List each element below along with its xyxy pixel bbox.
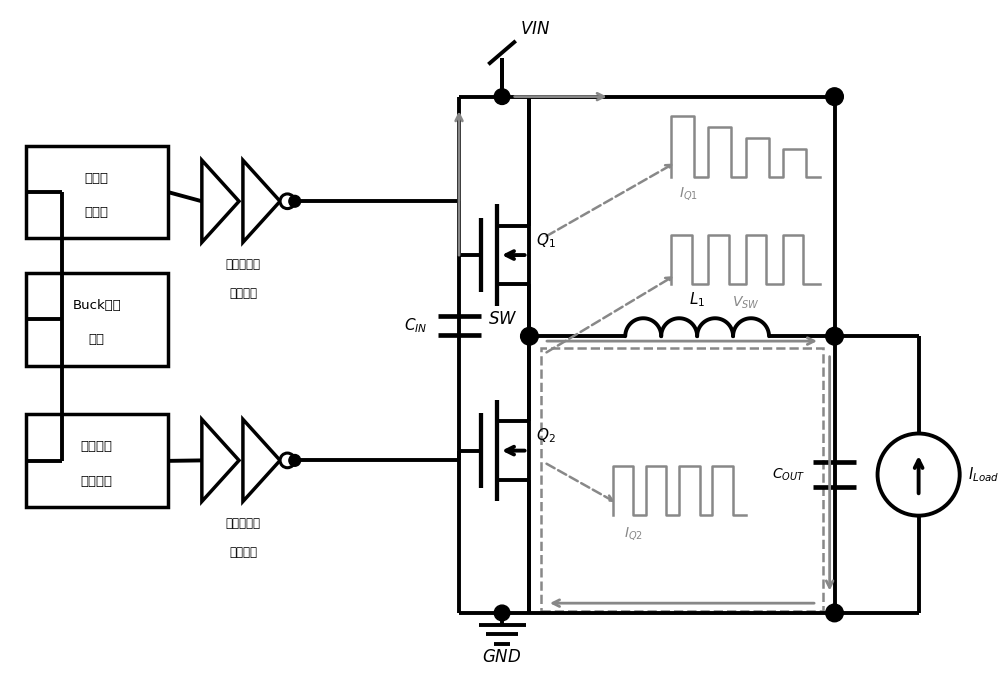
- Circle shape: [826, 328, 843, 345]
- Text: 低侧功率管: 低侧功率管: [225, 517, 260, 530]
- Circle shape: [494, 89, 510, 104]
- Text: $GND$: $GND$: [482, 648, 522, 666]
- Text: Buck控制: Buck控制: [72, 299, 121, 312]
- Text: $L_1$: $L_1$: [689, 290, 705, 309]
- Circle shape: [878, 433, 960, 515]
- Circle shape: [521, 328, 538, 345]
- Text: $I_{Q2}$: $I_{Q2}$: [624, 525, 643, 542]
- Text: $C_{OUT}$: $C_{OUT}$: [772, 466, 805, 483]
- Polygon shape: [243, 419, 280, 502]
- Text: 单元电路: 单元电路: [81, 475, 113, 488]
- Circle shape: [280, 453, 295, 468]
- Text: 延迟匹配: 延迟匹配: [81, 440, 113, 453]
- Circle shape: [826, 604, 843, 622]
- Text: $Q_2$: $Q_2$: [536, 426, 556, 445]
- Text: 驱动电路: 驱动电路: [229, 287, 257, 301]
- Text: 高侧功率管: 高侧功率管: [225, 258, 260, 271]
- Bar: [26, 415, 168, 507]
- Text: $VIN$: $VIN$: [520, 20, 550, 38]
- Circle shape: [494, 605, 510, 621]
- Text: $I_{Load}$: $I_{Load}$: [968, 465, 999, 484]
- Polygon shape: [243, 160, 280, 243]
- Bar: [26, 273, 168, 366]
- Circle shape: [280, 194, 295, 209]
- Text: 移电路: 移电路: [85, 206, 109, 219]
- Circle shape: [826, 88, 843, 106]
- Text: $I_{Q1}$: $I_{Q1}$: [679, 184, 698, 202]
- Text: 驱动电路: 驱动电路: [229, 547, 257, 560]
- Bar: [541, 348, 823, 611]
- Polygon shape: [202, 419, 239, 502]
- Bar: [26, 146, 168, 238]
- Text: $V_{SW}$: $V_{SW}$: [732, 294, 759, 310]
- Circle shape: [289, 196, 301, 207]
- Text: 电路: 电路: [89, 333, 105, 346]
- Text: $Q_1$: $Q_1$: [536, 231, 556, 249]
- Circle shape: [289, 455, 301, 466]
- Text: $C_{IN}$: $C_{IN}$: [404, 316, 428, 335]
- Polygon shape: [202, 160, 239, 243]
- Text: 电平位: 电平位: [85, 171, 109, 184]
- Text: $SW$: $SW$: [488, 310, 518, 328]
